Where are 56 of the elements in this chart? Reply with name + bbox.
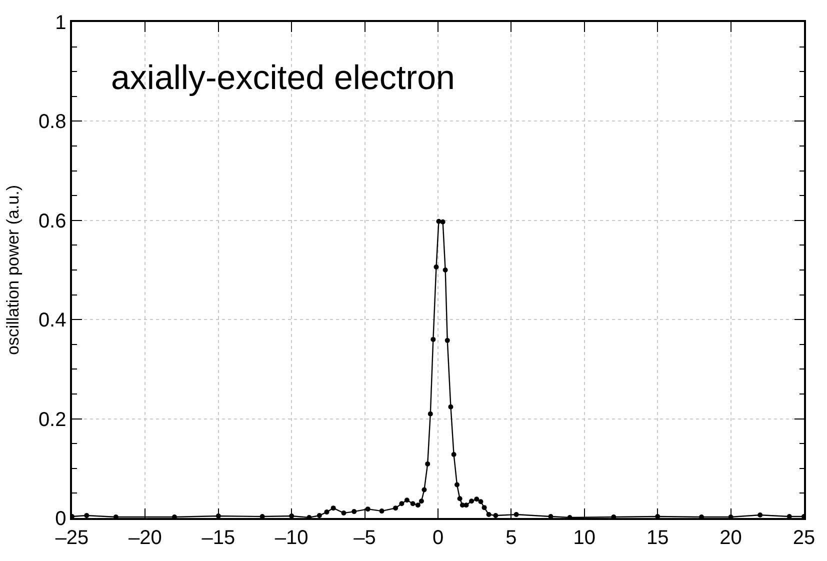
point <box>448 404 454 410</box>
x-tick-label: –15 <box>202 526 236 549</box>
point <box>428 411 433 416</box>
y-tick-label: 0.6 <box>38 210 66 232</box>
y-tick-label: 0.4 <box>38 310 66 332</box>
text: axially-excited electron <box>111 59 455 97</box>
x-tick-label: 15 <box>646 526 669 549</box>
point <box>399 501 404 506</box>
point <box>415 502 420 508</box>
point <box>482 505 487 510</box>
point <box>422 487 427 492</box>
y-axis-title: oscillation power (a.u.) <box>3 184 22 356</box>
point <box>430 336 436 342</box>
point <box>486 512 492 518</box>
point <box>478 499 484 504</box>
point <box>451 452 456 458</box>
x-tick-label: 20 <box>720 526 742 549</box>
x-tick-label: –5 <box>354 526 376 549</box>
x-tick-label: 10 <box>573 526 596 549</box>
y-tick-label: 1 <box>55 12 66 34</box>
point <box>474 496 480 502</box>
point <box>316 513 322 518</box>
point <box>84 513 90 518</box>
x-tick-label: 5 <box>506 526 517 549</box>
point <box>379 508 384 514</box>
point <box>330 506 336 511</box>
point <box>493 513 498 518</box>
point <box>464 502 469 508</box>
point <box>352 509 357 514</box>
point <box>404 498 410 503</box>
point <box>440 219 446 224</box>
point <box>341 510 346 516</box>
point <box>786 514 792 518</box>
x-tick-label: –20 <box>128 526 162 549</box>
point <box>442 268 448 272</box>
x-tick-label: –10 <box>274 526 308 549</box>
point <box>434 264 439 270</box>
point <box>410 501 416 506</box>
y-tick-label: 0.2 <box>38 408 66 431</box>
point <box>457 496 462 502</box>
point <box>758 512 763 518</box>
x-tick-label: 25 <box>792 526 816 549</box>
point <box>324 510 330 515</box>
point <box>418 498 424 504</box>
point <box>260 514 265 518</box>
point <box>514 512 519 518</box>
point <box>454 482 460 488</box>
point <box>444 338 450 343</box>
x-tick-label: 0 <box>432 526 444 549</box>
point <box>548 514 554 518</box>
point <box>365 506 370 512</box>
point <box>425 461 430 466</box>
point <box>436 218 442 224</box>
point <box>469 498 474 504</box>
y-tick-label: 0.8 <box>38 111 66 134</box>
point <box>393 506 398 511</box>
